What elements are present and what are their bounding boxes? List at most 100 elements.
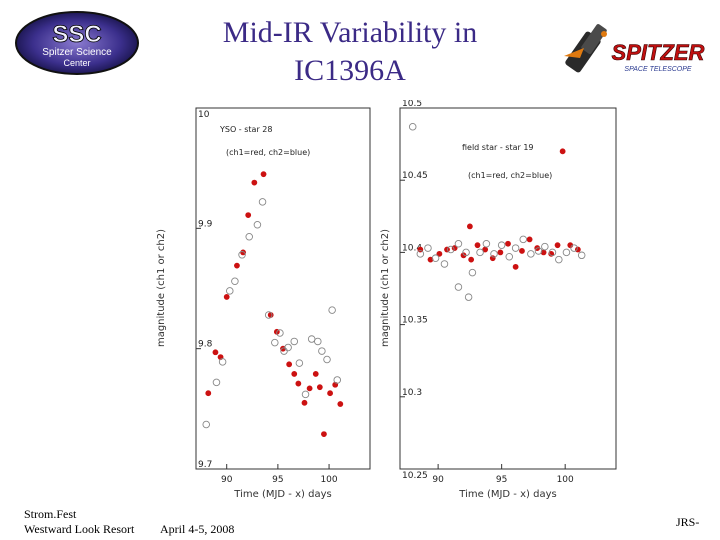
yso-y-tick-label: 9.7 [198,460,212,470]
telescope-icon [564,24,607,73]
yso-ch2-point [253,220,262,229]
field-star-ch2-point [462,248,470,257]
yso-ch1-point [301,399,308,406]
field-star-ch2-point [454,283,463,291]
yso-ch2-point [245,233,253,241]
yso-ch1-point [327,390,333,397]
yso-x-ticks: 90 95 100 [221,464,338,485]
yso-ch2-point [238,251,246,259]
field-star-y-axis-label: magnitude (ch1 or ch2) [380,229,391,347]
field-star-ch1-point [548,250,555,257]
yso-ch1-point [306,385,313,392]
field-star-ch2-point [476,248,484,257]
yso-ch1-point [291,371,298,377]
footer-event-name: Strom.Fest [24,507,77,521]
field-star-x-tick-label: 90 [432,475,444,485]
field-star-ch2-point [497,241,506,249]
yso-y-tick-label: 9.9 [198,219,213,229]
field-star-y-tick-label: 10.5 [402,100,422,109]
yso-y-tick-label: 9.8 [198,340,213,350]
yso-x-axis-label: Time (MJD - x) days [233,489,331,500]
field-star-x-tick-label: 95 [496,475,507,485]
yso-light-curve-panel: 10 9.9 9.8 9.7 90 95 100 YSO - star 28 (ch1=r… [156,107,371,500]
yso-ch1-point [205,390,212,397]
field-star-y-tick-label: 10.3 [402,388,422,398]
light-curves-figure: 10 9.9 9.8 9.7 90 95 100 YSO - star 28 (ch1=r… [156,100,617,500]
yso-ch1-point [321,431,327,438]
yso-ch2-point [318,347,326,355]
field-star-light-curve-panel: 10.25 10.3 10.35 10.4 10.45 10.5 90 95 100 fiel… [380,100,617,500]
field-star-ch1-point [466,223,473,230]
field-star-ch2-point [541,242,549,251]
field-star-data-points [408,123,586,301]
field-star-ch2-point [431,254,440,262]
field-star-ch2-point [482,239,491,248]
spitzer-logo-subtext: SPACE TELESCOPE [624,66,692,73]
field-star-x-ticks: 90 95 100 [432,464,574,485]
field-star-y-tick-label: 10.4 [402,243,422,253]
yso-plot-frame [195,107,371,470]
yso-ch1-point [312,371,319,377]
field-star-ch1-point [559,148,566,155]
field-star-ch2-point [511,244,520,252]
field-star-ch1-point [444,246,450,253]
ssc-logo-text: SSC [52,21,101,48]
yso-annotation: YSO - star 28 [219,125,272,134]
title-line-2: IC1396A [294,54,406,87]
footer-venue: Westward Look Resort [24,522,135,536]
yso-ch1-point [234,262,240,269]
field-star-ch2-point [577,251,586,260]
yso-ch1-point [337,401,344,407]
field-star-ch1-point [574,246,581,253]
yso-ch2-point [276,329,284,337]
field-star-annotation: field star - star 19 [462,143,534,152]
yso-y-axis-label: magnitude (ch1 or ch2) [156,229,167,347]
ssc-logo-subtext1: Spitzer Science [42,47,112,58]
yso-ch1-point [286,361,293,368]
field-star-ch2-point [570,244,578,252]
yso-ch2-point [202,420,210,429]
field-star-ch1-point [468,256,475,263]
field-star-ch2-point [534,247,543,255]
field-star-x-axis-label: Time (MJD - x) days [458,489,556,500]
field-star-ch1-point [519,248,525,254]
ssc-logo: SSC Spitzer Science Center [15,11,139,75]
ssc-logo-subtext2: Center [63,58,90,68]
spitzer-logo-text: SPITZER [612,40,705,65]
field-star-ch1-point [436,250,443,257]
field-star-ch2-point [548,248,557,257]
field-star-plot-frame [399,107,617,470]
field-star-ch1-point [497,249,504,256]
yso-ch2-point [295,359,304,367]
field-star-ch1-point [474,242,481,249]
yso-ch2-point [314,337,322,346]
yso-y-tick-label: 10 [198,110,210,120]
field-star-ch2-point [447,245,455,254]
yso-ch2-point [226,287,234,295]
field-star-y-tick-label: 10.25 [402,471,428,481]
yso-ch1-point [260,171,267,178]
footer-initials: JRS- [676,515,700,529]
field-star-ch2-point [555,255,563,264]
field-star-ch1-point [489,255,496,262]
yso-ch2-point [271,338,279,347]
yso-ch1-point [295,380,302,387]
yso-ch1-point [316,384,323,391]
slide-title: Mid-IR Variability in IC1396A [160,14,540,90]
yso-ch1-point [267,312,274,318]
spitzer-logo: SPITZER SPACE TELESCOPE [564,24,705,73]
field-star-y-ticks: 10.25 10.3 10.35 10.4 10.45 10.5 [400,100,428,481]
yso-ch2-point [290,337,299,346]
footer-date: April 4-5, 2008 [160,522,235,536]
field-star-y-tick-label: 10.45 [402,171,428,181]
field-star-ch2-point [505,252,514,261]
yso-ch1-point [212,349,219,356]
yso-ch2-point [301,390,310,399]
field-star-ch2-point [464,293,473,301]
yso-ch1-point [245,212,252,218]
yso-ch2-point [231,277,239,286]
field-star-x-tick-label: 100 [557,475,574,485]
yso-ch2-point [333,376,341,384]
field-star-ch1-point [512,263,519,270]
yso-ch2-point [258,198,267,206]
